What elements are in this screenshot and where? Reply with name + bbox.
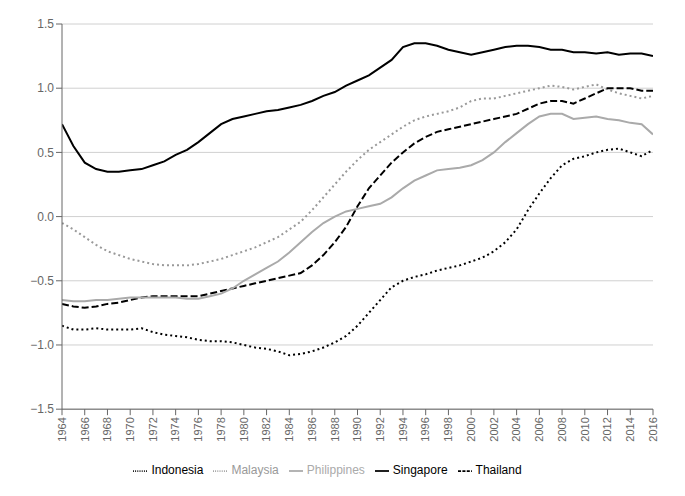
svg-text:1982: 1982 [260, 417, 272, 441]
html-text:Singapore: Singapore [392, 463, 448, 478]
svg-text:−0.5: −0.5 [30, 274, 54, 288]
svg-text:1964: 1964 [56, 417, 68, 441]
html-text:Malaysia: Malaysia [231, 463, 279, 478]
html-text:Indonesia: Indonesia [151, 463, 204, 478]
svg-text:1968: 1968 [101, 417, 113, 441]
svg-text:1984: 1984 [283, 417, 295, 441]
svg-text:2010: 2010 [579, 417, 591, 441]
svg-text:2012: 2012 [601, 417, 613, 441]
svg-text:1974: 1974 [169, 417, 181, 441]
svg-text:1980: 1980 [238, 417, 250, 441]
svg-text:1994: 1994 [397, 417, 409, 441]
svg-text:1978: 1978 [215, 417, 227, 441]
svg-text:0.5: 0.5 [37, 146, 54, 160]
svg-text:2000: 2000 [465, 417, 477, 441]
html-text:Philippines: Philippines [306, 463, 365, 478]
svg-text:2016: 2016 [647, 417, 659, 441]
svg-text:2002: 2002 [488, 417, 500, 441]
svg-text:−1.0: −1.0 [30, 338, 54, 352]
svg-text:1986: 1986 [306, 417, 318, 441]
svg-text:1988: 1988 [329, 417, 341, 441]
svg-text:1996: 1996 [420, 417, 432, 441]
svg-text:1.0: 1.0 [37, 81, 54, 95]
svg-text:1990: 1990 [351, 417, 363, 441]
svg-text:1.5: 1.5 [37, 17, 54, 31]
svg-text:1970: 1970 [124, 417, 136, 441]
svg-text:2006: 2006 [533, 417, 545, 441]
svg-text:2004: 2004 [510, 417, 522, 441]
svg-text:−1.5: −1.5 [30, 402, 54, 416]
svg-text:2008: 2008 [556, 417, 568, 441]
svg-text:1966: 1966 [79, 417, 91, 441]
svg-text:0.0: 0.0 [37, 210, 54, 224]
svg-text:1972: 1972 [147, 417, 159, 441]
html-text:Thailand: Thailand [475, 463, 522, 478]
svg-text:1998: 1998 [442, 417, 454, 441]
svg-text:1992: 1992 [374, 417, 386, 441]
svg-text:2014: 2014 [624, 417, 636, 441]
svg-text:1976: 1976 [192, 417, 204, 441]
